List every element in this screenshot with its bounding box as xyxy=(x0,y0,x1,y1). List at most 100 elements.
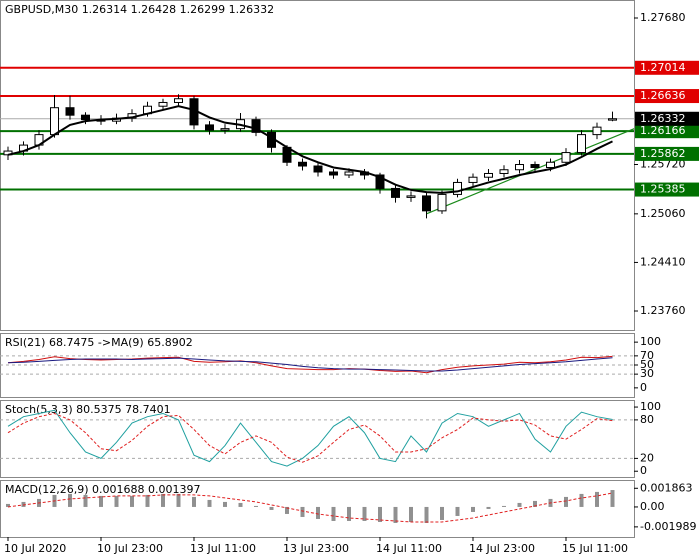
y-tick-label: 0 xyxy=(640,464,647,477)
candle-body xyxy=(158,101,168,107)
candle-body xyxy=(592,126,602,136)
candle-body xyxy=(375,174,385,189)
histogram-bar xyxy=(579,493,584,507)
candle-body xyxy=(220,128,230,131)
histogram-bar xyxy=(455,506,460,516)
candle-body xyxy=(561,152,571,163)
trendline xyxy=(426,128,635,215)
indicator-line xyxy=(7,357,613,372)
candle-body xyxy=(81,114,90,121)
histogram-bar xyxy=(409,506,413,522)
moving-average xyxy=(7,105,613,194)
chart-title: GBPUSD,M30 1.26314 1.26428 1.26299 1.263… xyxy=(5,3,274,16)
histogram-bar xyxy=(223,501,227,507)
level-label: 1.26636 xyxy=(640,89,686,102)
y-tick-label: 50 xyxy=(640,358,654,371)
level-label-box xyxy=(635,182,699,197)
histogram-bar xyxy=(176,493,181,507)
y-tick-label: 0 xyxy=(640,381,647,394)
indicator-line xyxy=(7,412,613,463)
indicator-line xyxy=(7,409,613,467)
histogram-bar xyxy=(145,494,150,507)
candle-body xyxy=(484,172,493,178)
panel-frame xyxy=(0,480,635,538)
histogram-bar xyxy=(238,502,243,507)
candle-body xyxy=(313,165,323,173)
histogram-bar xyxy=(502,505,506,507)
current-price-label: 1.26332 xyxy=(640,112,686,125)
x-tick-label: 14 Jul 23:00 xyxy=(469,542,535,555)
chart-title: MACD(12,26,9) 0.001688 0.001397 xyxy=(5,483,201,496)
y-tick-label: 70 xyxy=(640,349,654,362)
level-label: 1.26166 xyxy=(640,124,686,137)
level-label: 1.25862 xyxy=(640,147,686,160)
x-tick-label: 15 Jul 11:00 xyxy=(562,542,628,555)
histogram-bar xyxy=(130,495,134,507)
y-tick-label: 20 xyxy=(640,451,654,464)
histogram-bar xyxy=(517,502,522,507)
indicator-line xyxy=(7,355,613,374)
chart-title: RSI(21) 68.7475 ->MA(9) 65.8902 xyxy=(5,336,193,349)
candle-body xyxy=(468,176,478,183)
histogram-bar xyxy=(595,491,599,507)
x-tick-label: 13 Jul 11:00 xyxy=(190,542,256,555)
histogram-bar xyxy=(192,496,196,507)
candle-body xyxy=(251,119,261,133)
candle-body xyxy=(499,169,509,174)
histogram-bar xyxy=(269,506,274,510)
y-tick-label: 1.27680 xyxy=(640,11,686,24)
histogram-bar xyxy=(362,506,367,521)
histogram-bar xyxy=(207,499,212,507)
candle-body xyxy=(391,187,400,198)
histogram-bar xyxy=(424,506,429,523)
level-label: 1.27014 xyxy=(640,61,686,74)
y-tick-label: 0.001863 xyxy=(640,481,693,494)
histogram-bar xyxy=(564,496,568,507)
panel-frame xyxy=(0,0,635,331)
x-tick-label: 10 Jul 2020 xyxy=(4,542,66,555)
y-tick-label: 1.25060 xyxy=(640,207,686,220)
candle-body xyxy=(65,107,75,116)
y-tick-label: 0.00 xyxy=(640,500,665,513)
candle-body xyxy=(298,161,307,167)
candle-body xyxy=(422,195,431,212)
histogram-bar xyxy=(161,493,165,507)
histogram-bar xyxy=(114,495,119,507)
signal-line xyxy=(7,492,613,523)
histogram-bar xyxy=(486,506,491,509)
histogram-bar xyxy=(254,505,258,507)
histogram-bar xyxy=(440,506,444,520)
y-tick-label: -0.001989 xyxy=(640,520,696,533)
current-price-box xyxy=(635,111,699,126)
histogram-bar xyxy=(83,494,88,507)
candle-body xyxy=(344,171,354,176)
histogram-bar xyxy=(6,503,10,507)
level-label: 1.25385 xyxy=(640,183,686,196)
level-label-box xyxy=(635,124,699,139)
y-tick-label: 1.24410 xyxy=(640,255,686,268)
histogram-bar xyxy=(316,506,320,519)
level-label-box xyxy=(635,60,699,75)
y-tick-label: 1.23760 xyxy=(640,304,686,317)
histogram-bar xyxy=(300,506,305,517)
histogram-bar xyxy=(393,506,398,523)
candle-body xyxy=(515,164,524,171)
panel-frame xyxy=(0,400,635,478)
y-tick-label: 100 xyxy=(640,335,661,348)
candle-body xyxy=(174,98,183,103)
y-tick-label: 30 xyxy=(640,367,654,380)
histogram-bar xyxy=(99,495,103,507)
candle-body xyxy=(406,195,416,198)
y-tick-label: 80 xyxy=(640,413,654,426)
histogram-bar xyxy=(68,493,72,507)
histogram-bar xyxy=(347,506,351,521)
candle-body xyxy=(546,161,555,169)
histogram-bar xyxy=(378,506,382,522)
candle-body xyxy=(453,181,462,195)
x-tick-label: 13 Jul 23:00 xyxy=(283,542,349,555)
candle-body xyxy=(577,134,586,154)
candle-body xyxy=(329,171,338,176)
candle-body xyxy=(608,118,617,121)
